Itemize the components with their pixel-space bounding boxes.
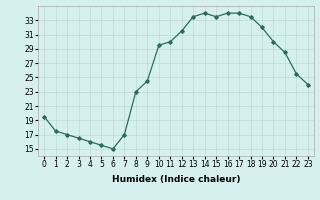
X-axis label: Humidex (Indice chaleur): Humidex (Indice chaleur) <box>112 175 240 184</box>
